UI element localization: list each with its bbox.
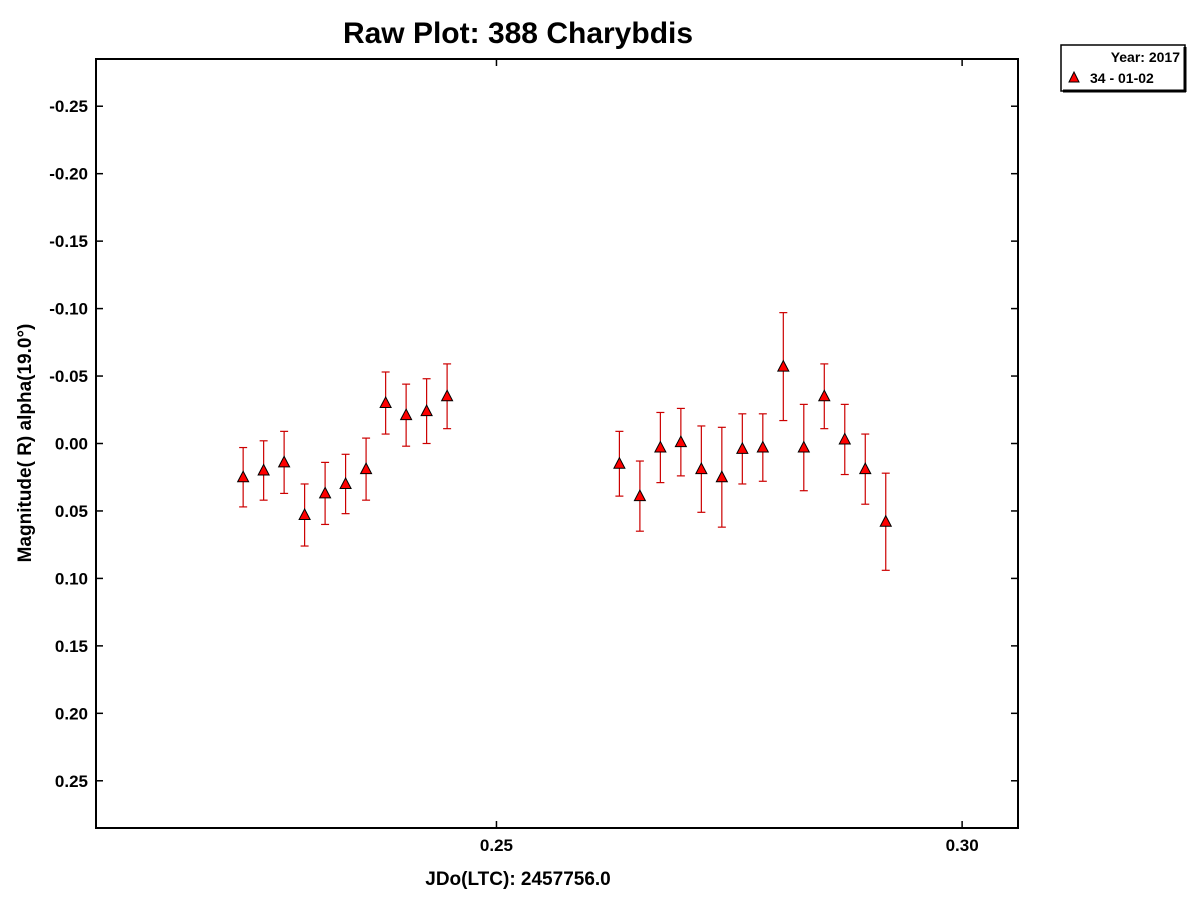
data-point (879, 472, 893, 571)
triangle-marker (359, 462, 373, 475)
triangle-marker (339, 476, 352, 489)
data-point (736, 413, 749, 485)
triangle-marker (879, 514, 893, 527)
data-point (858, 433, 872, 505)
x-tick-label: 0.30 (946, 836, 979, 855)
data-point (277, 430, 291, 495)
data-point (715, 426, 729, 528)
chart-title: Raw Plot: 388 Charybdis (343, 17, 693, 50)
triangle-marker (695, 462, 708, 475)
triangle-marker (756, 440, 770, 453)
data-point (236, 446, 250, 508)
data-series (236, 312, 893, 571)
triangle-marker (257, 463, 270, 476)
triangle-marker (379, 395, 392, 409)
legend-marker-triangle-icon (1068, 70, 1080, 83)
data-point (838, 403, 852, 476)
plot-area-frame (95, 58, 1019, 829)
data-point (420, 378, 433, 445)
data-point (613, 430, 626, 497)
y-tick-label: 0.05 (55, 502, 88, 521)
y-axis-ticks: -0.25 -0.20 -0.15 -0.10 -0.05 0.00 0.05 0.10 0.1… (49, 97, 1018, 791)
y-tick-label: -0.05 (49, 367, 88, 386)
triangle-marker (633, 489, 647, 502)
y-tick-label: -0.25 (49, 97, 88, 116)
y-tick-label: -0.15 (49, 232, 88, 251)
data-point (298, 483, 311, 547)
data-point (399, 383, 413, 447)
data-point (379, 371, 392, 435)
y-tick-label: -0.10 (49, 300, 88, 319)
data-point (318, 461, 332, 526)
y-tick-label: 0.25 (55, 772, 88, 791)
data-point (257, 440, 270, 501)
data-point (654, 411, 667, 484)
triangle-marker (776, 359, 790, 372)
data-point (674, 407, 688, 477)
data-point (797, 403, 811, 492)
triangle-marker (817, 389, 831, 402)
y-tick-label: 0.15 (55, 637, 88, 656)
triangle-marker (736, 441, 749, 454)
x-axis-label: JDo(LTC): 2457756.0 (425, 869, 611, 890)
triangle-marker (715, 470, 729, 483)
x-tick-label: 0.25 (480, 836, 513, 855)
y-tick-label: 0.20 (55, 704, 88, 723)
triangle-marker (298, 507, 311, 521)
triangle-marker (797, 440, 811, 453)
triangle-marker (440, 389, 454, 402)
data-point (756, 413, 770, 482)
triangle-marker (674, 435, 688, 448)
triangle-marker (858, 462, 872, 475)
legend: Year: 2017 34 - 01-02 (1060, 44, 1187, 93)
legend-entry: 34 - 01-02 (1090, 70, 1154, 86)
data-point (817, 363, 831, 430)
data-point (776, 312, 790, 422)
y-axis-label: Magnitude( R) alpha(19.0°) (15, 324, 36, 563)
triangle-marker (277, 455, 291, 468)
triangle-marker (318, 486, 332, 499)
triangle-marker (420, 404, 433, 417)
y-tick-label: 0.00 (55, 435, 88, 454)
data-point (440, 363, 454, 430)
triangle-marker (236, 470, 250, 483)
data-point (359, 437, 373, 501)
data-point (695, 425, 708, 513)
triangle-marker (838, 432, 852, 445)
y-tick-label: -0.20 (49, 165, 88, 184)
triangle-marker (654, 440, 667, 453)
triangle-marker (613, 456, 626, 469)
data-point (633, 460, 647, 532)
legend-header: Year: 2017 (1111, 49, 1180, 65)
x-axis-ticks: 0.25 0.30 (480, 59, 979, 855)
data-point (339, 453, 352, 515)
triangle-marker (399, 408, 413, 421)
y-tick-label: 0.10 (55, 569, 88, 588)
